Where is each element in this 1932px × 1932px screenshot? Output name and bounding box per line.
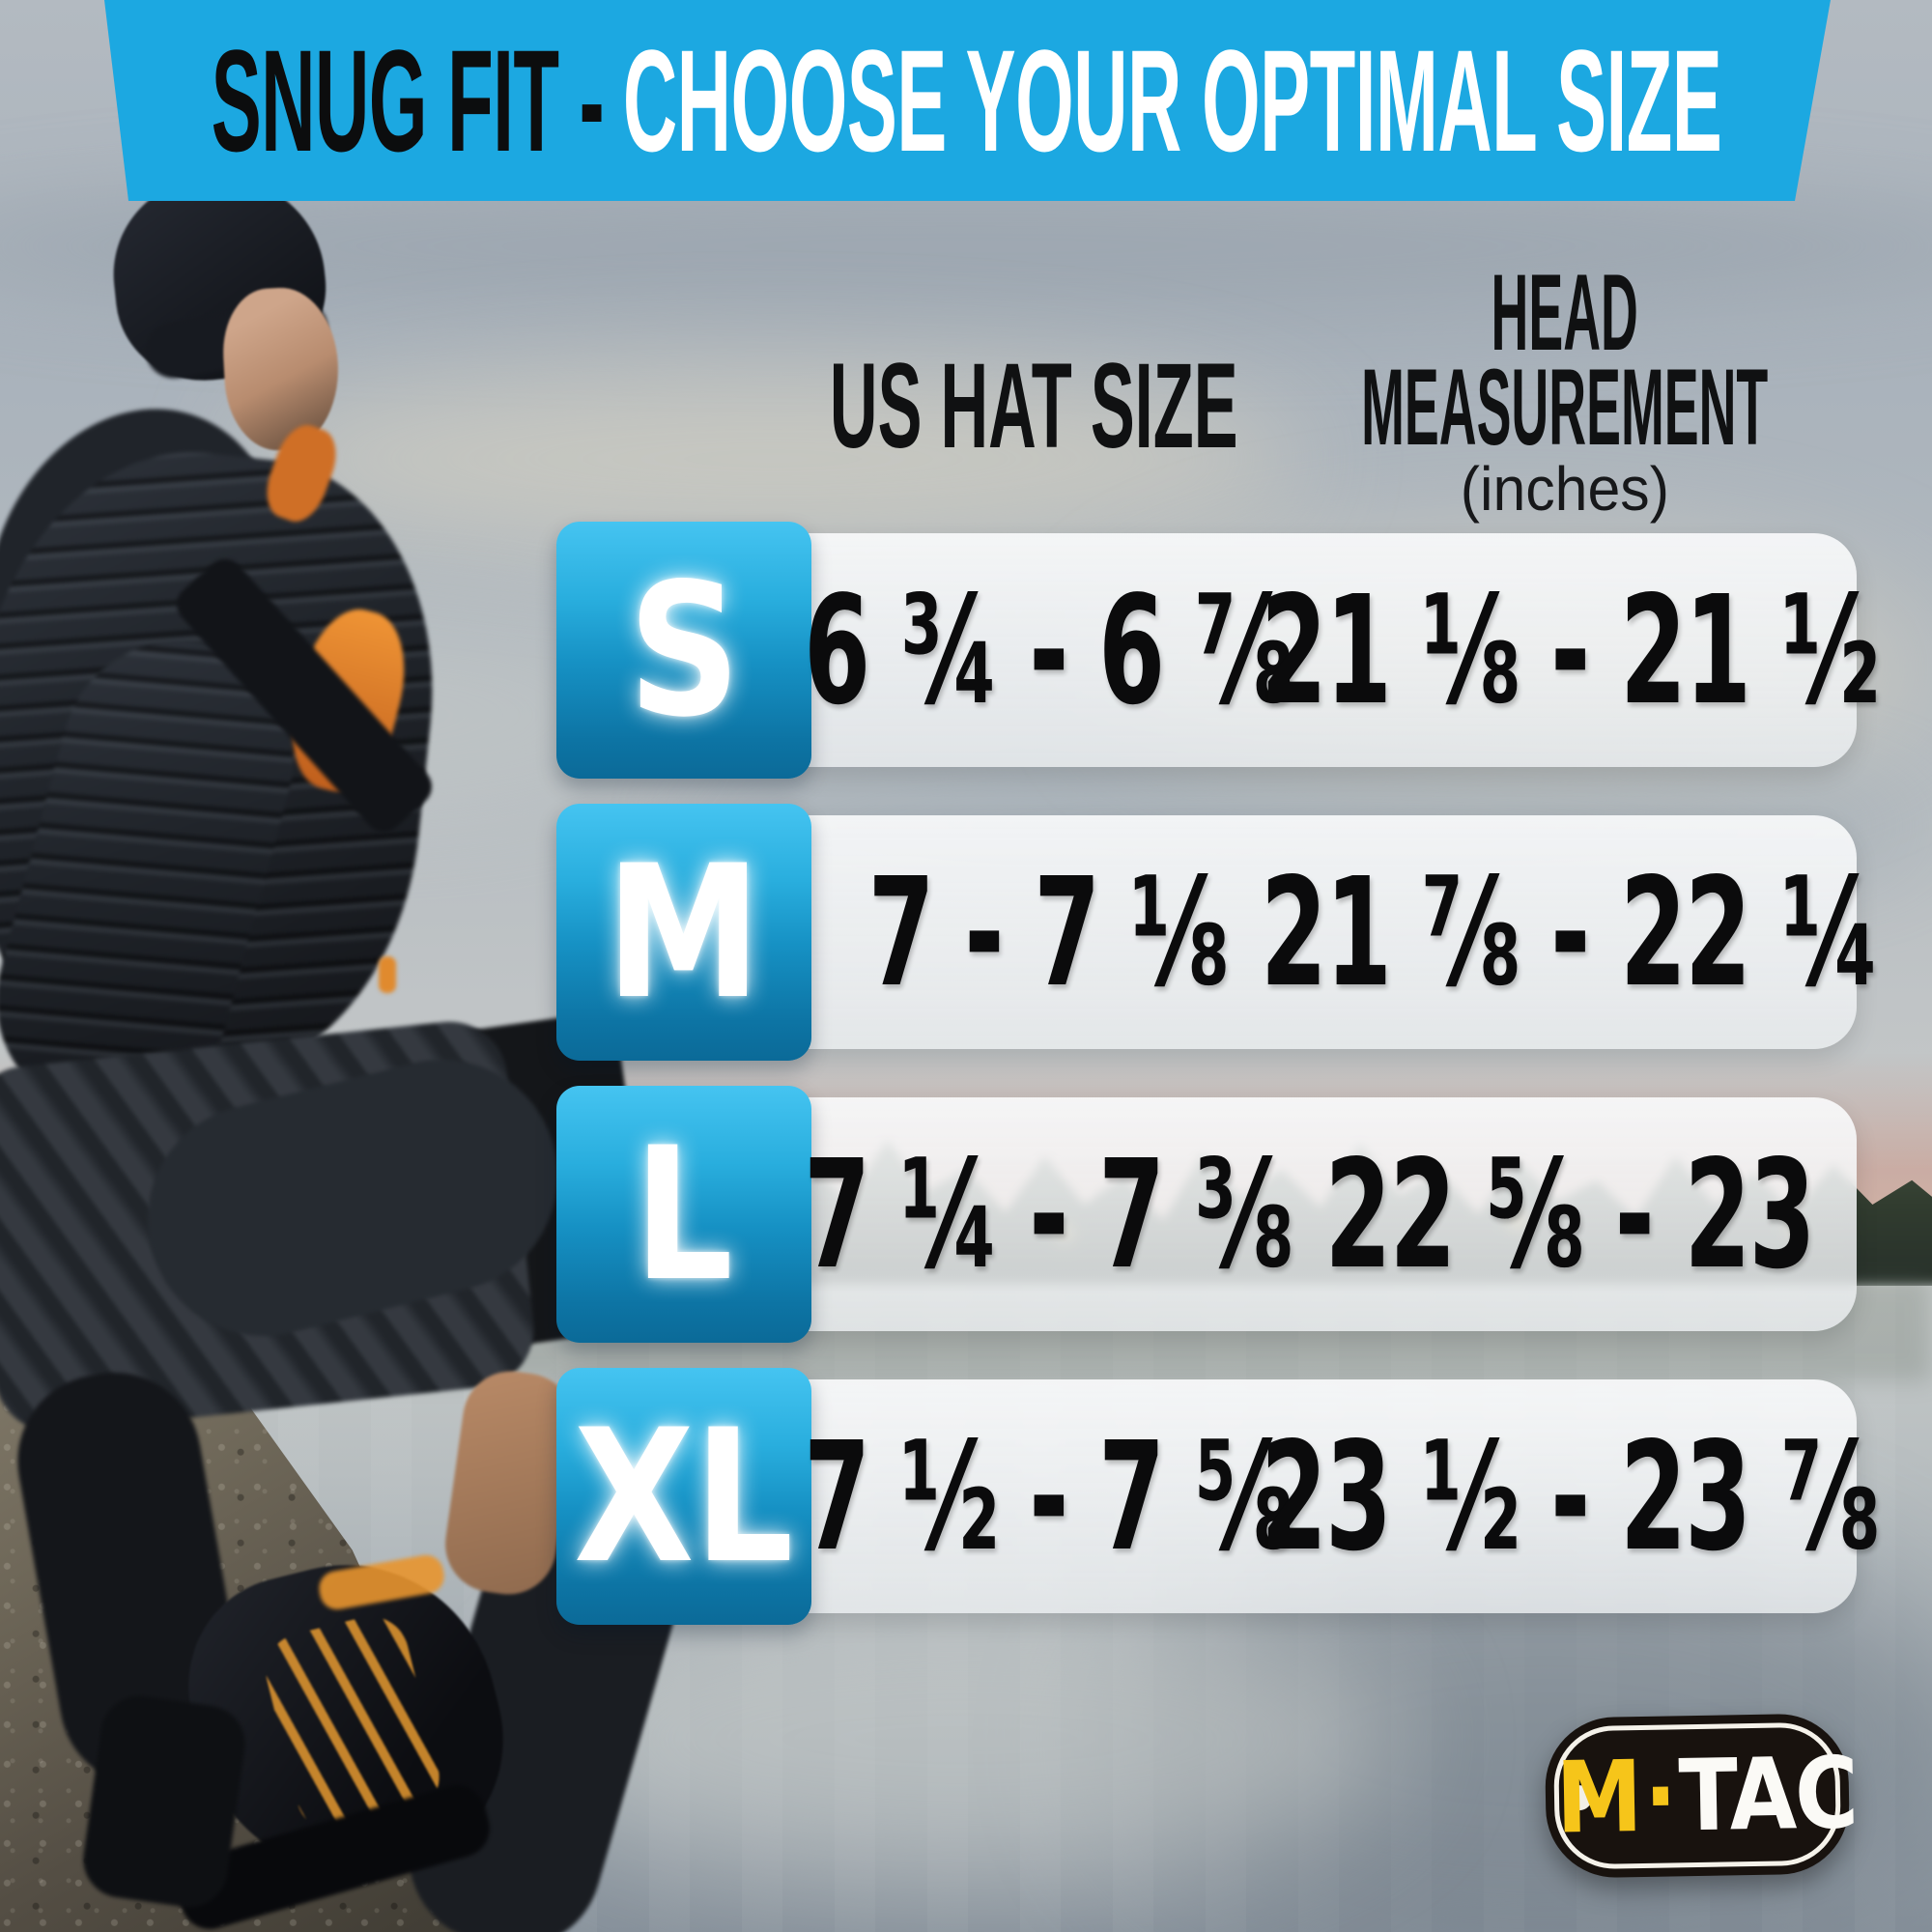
inches-label: (inches)	[1460, 454, 1670, 524]
us-hat-size-value: 7 ½ - 7 ⅝	[804, 1378, 1293, 1615]
table-row	[800, 815, 1857, 1049]
value-text: 7 ¼ - 7 ⅜	[804, 1126, 1293, 1302]
column-header-measurement: MEASUREMENT	[1323, 347, 1806, 468]
column-header-head: HEAD	[1323, 252, 1806, 373]
column-header-us-hat-size: US HAT SIZE	[792, 338, 1275, 473]
head-measurement-value: 21 ⅞ - 22 ¼	[1261, 813, 1881, 1051]
measurement-label: MEASUREMENT	[1361, 346, 1769, 468]
us-hat-size-label: US HAT SIZE	[829, 338, 1238, 473]
size-tab-xl: XL	[556, 1368, 811, 1625]
value-text: 21 ⅞ - 22 ¼	[1261, 844, 1881, 1020]
table-row	[800, 1379, 1857, 1613]
size-tab-s: S	[556, 522, 811, 779]
title-banner: SNUG FIT - CHOOSE YOUR OPTIMAL SIZE	[104, 0, 1831, 201]
logo-letter-m: M	[1555, 1739, 1642, 1857]
size-label: XL	[574, 1389, 794, 1604]
value-text: 23 ½ - 23 ⅞	[1261, 1408, 1881, 1584]
shore-highlight	[531, 1594, 1401, 1884]
head-label: HEAD	[1491, 251, 1639, 373]
logo-dot: ·	[1643, 1738, 1677, 1855]
zipper-pull	[379, 956, 396, 993]
us-hat-size-value: 7 - 7 ⅛	[816, 813, 1280, 1051]
head-measurement-value: 22 ⅝ - 23	[1285, 1095, 1855, 1333]
title-snug-fit: SNUG FIT -	[211, 18, 604, 182]
table-row	[800, 1097, 1857, 1331]
head-measurement-value: 21 ⅛ - 21 ½	[1261, 531, 1881, 769]
title-choose-size: CHOOSE YOUR OPTIMAL SIZE	[622, 18, 1721, 182]
us-hat-size-value: 6 ¾ - 6 ⅞	[804, 531, 1293, 769]
size-tab-l: L	[556, 1086, 811, 1343]
second-boot	[78, 1690, 250, 1913]
value-text: 7 ½ - 7 ⅝	[804, 1408, 1293, 1584]
size-tab-m: M	[556, 804, 811, 1061]
column-header-inches: (inches)	[1323, 446, 1806, 531]
size-label: M	[606, 825, 762, 1039]
us-hat-size-value: 7 ¼ - 7 ⅜	[804, 1095, 1293, 1333]
value-text: 21 ⅛ - 21 ½	[1261, 562, 1881, 738]
cloud-streak	[242, 367, 1304, 551]
logo-letters-tac: TAC	[1677, 1735, 1859, 1854]
value-text: 22 ⅝ - 23	[1324, 1126, 1816, 1302]
size-label: L	[634, 1107, 734, 1321]
page-title: SNUG FIT - CHOOSE YOUR OPTIMAL SIZE	[211, 17, 1721, 185]
size-label: S	[627, 543, 741, 757]
logo-text: M·TAC	[1537, 1735, 1859, 1857]
head-measurement-value: 23 ½ - 23 ⅞	[1261, 1378, 1881, 1615]
value-text: 6 ¾ - 6 ⅞	[804, 562, 1293, 738]
value-text: 7 - 7 ⅛	[867, 844, 1230, 1020]
table-row	[800, 533, 1857, 767]
mtac-logo: M·TAC	[1544, 1713, 1858, 1879]
